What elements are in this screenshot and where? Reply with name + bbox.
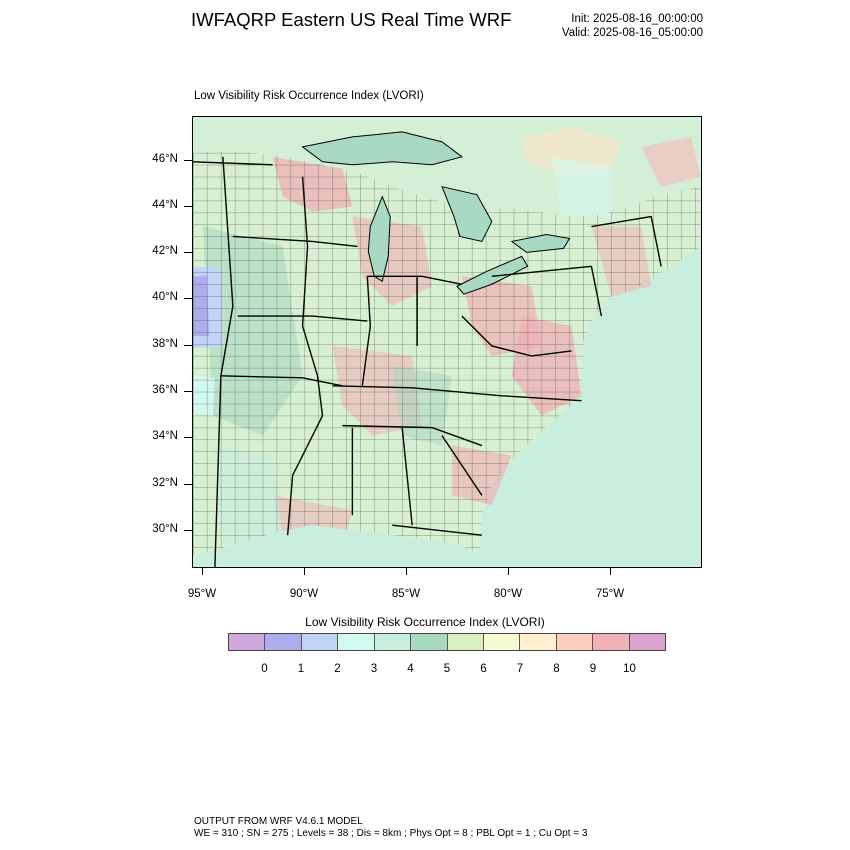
legend-swatch [411, 634, 448, 650]
lat-tick [184, 298, 192, 299]
footer-model-info: OUTPUT FROM WRF V4.6.1 MODEL [194, 816, 363, 827]
lat-tick [184, 437, 192, 438]
lat-label-44n: 44°N [152, 199, 178, 211]
legend-label: 5 [443, 663, 451, 675]
legend-swatch [556, 634, 594, 650]
lat-tick [184, 345, 192, 346]
plot-title: IWFAQRP Eastern US Real Time WRF [191, 9, 512, 30]
lon-tick [406, 568, 407, 575]
legend-swatch [338, 634, 375, 650]
legend-label: 0 [261, 663, 268, 675]
legend-swatch [301, 634, 339, 650]
lat-label-42n: 42°N [152, 245, 178, 257]
legend-label: 6 [480, 663, 487, 675]
lat-label-46n: 46°N [152, 153, 178, 165]
lon-tick [508, 568, 509, 575]
valid-time: Valid: 2025-08-16_05:00:00 [561, 27, 703, 39]
lat-tick [184, 252, 192, 253]
lat-tick [184, 206, 192, 207]
lat-tick [184, 160, 192, 161]
lat-label-36n: 36°N [152, 384, 178, 396]
legend-title: Low Visibility Risk Occurrence Index (LV… [305, 615, 545, 629]
legend-label: 9 [589, 663, 597, 675]
legend-swatch [483, 634, 521, 650]
lake-ontario [510, 233, 571, 253]
legend-swatch [520, 634, 557, 650]
legend-label: 8 [553, 663, 560, 675]
lake-michigan [367, 195, 391, 283]
legend-colorbar [228, 633, 666, 651]
lake-erie [456, 255, 529, 295]
lat-label-32n: 32°N [152, 477, 178, 489]
footer-config-info: WE = 310 ; SN = 275 ; Levels = 38 ; Dis … [194, 828, 588, 839]
county-boundaries [193, 150, 701, 567]
gulf-of-mexico [193, 525, 480, 567]
lon-tick [304, 568, 305, 575]
legend-label: 7 [516, 663, 524, 675]
lon-tick [610, 568, 611, 575]
map-graphic [193, 117, 701, 567]
init-time: Init: 2025-08-16_00:00:00 [571, 13, 703, 25]
legend-label: 3 [370, 663, 378, 675]
lon-label-80w: 80°W [493, 588, 523, 600]
legend-swatch [374, 634, 412, 650]
lon-label-75w: 75°W [595, 588, 625, 600]
lon-label-85w: 85°W [391, 588, 421, 600]
lake-superior [301, 131, 464, 166]
state-boundaries [193, 156, 662, 567]
lat-tick [184, 530, 192, 531]
legend-swatch [229, 634, 266, 650]
legend-swatch [629, 634, 666, 650]
legend-label: 10 [623, 663, 636, 675]
legend-label: 2 [334, 663, 341, 675]
map-panel [192, 116, 702, 568]
legend-label: 1 [297, 663, 305, 675]
field-title: Low Visibility Risk Occurrence Index (LV… [194, 90, 424, 102]
lat-label-38n: 38°N [152, 338, 178, 350]
lon-tick [202, 568, 203, 575]
legend-label: 4 [407, 663, 414, 675]
lat-label-30n: 30°N [152, 523, 178, 535]
lon-label-95w: 95°W [187, 588, 217, 600]
lat-tick [184, 391, 192, 392]
legend-swatch [447, 634, 484, 650]
legend-swatch [265, 634, 302, 650]
legend-swatch [593, 634, 630, 650]
lake-huron [441, 185, 493, 243]
lat-label-34n: 34°N [152, 430, 178, 442]
lon-label-90w: 90°W [289, 588, 319, 600]
lat-label-40n: 40°N [152, 291, 178, 303]
lat-tick [184, 484, 192, 485]
